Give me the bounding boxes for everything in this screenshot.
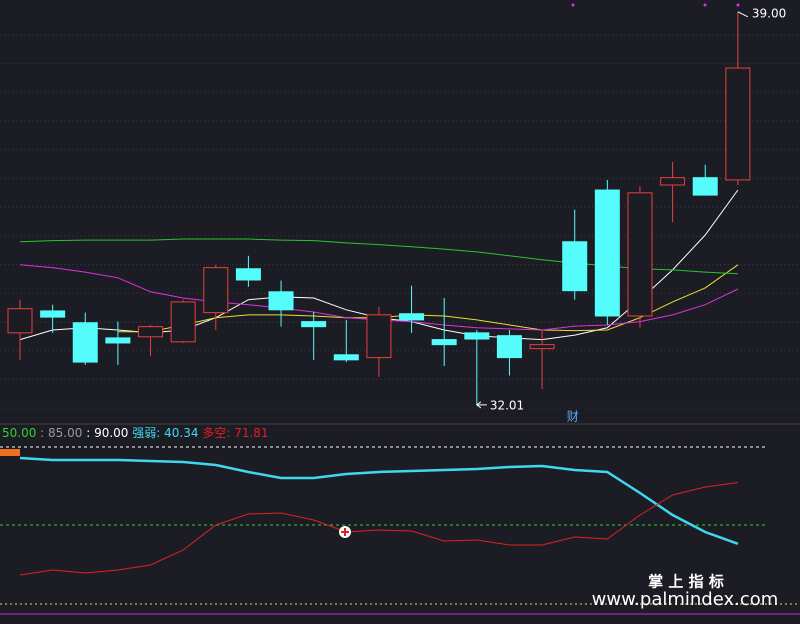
candle-body [431,339,457,346]
candle-body [366,314,392,359]
moving-average [117,264,739,333]
candle-body [170,301,196,343]
marks: 39.00 32.01 财 [0,6,786,576]
candle-body [399,313,425,321]
legend-value: 71.81 [234,426,268,440]
candle-body [72,322,98,363]
candle-body [464,332,490,340]
candle-body [7,308,33,334]
signal-icon-cross [341,528,349,536]
candle-body [627,192,653,317]
legend-name: 多空 [202,426,226,440]
candle-body [496,335,522,359]
candle-body [529,344,555,350]
dot [703,3,707,7]
candle-body [725,67,751,181]
candle-body [333,354,359,361]
dot [736,3,740,7]
candle-body [594,189,620,317]
candle-body [692,177,718,196]
candle-body [235,268,261,281]
high-label: 39.00 [752,6,786,20]
low-pointer [475,401,487,409]
candle-body [301,321,327,328]
candle-body [268,291,294,311]
candle-body [562,241,588,292]
legend-value: 40.34 [164,426,198,440]
legend-level: 85.00 [48,426,82,440]
legend-name: 强弱 [132,426,156,440]
high-pointer [737,11,749,18]
watermark-url: www.palmindex.com [592,589,779,610]
grid [0,34,800,409]
candle-body [660,177,686,186]
legend-level: 90.00 [94,426,128,440]
candle-body [40,310,66,318]
indicator-legend: 50.00 : 85.00 : 90.00 强弱: 40.34 多空: 71.8… [2,426,269,440]
watermark-title: 掌 上 指 标 [648,573,724,591]
indicator-line [19,456,739,545]
indicator-flag [0,449,20,456]
candle-body [105,337,131,344]
low-label: 32.01 [490,398,524,412]
indicator-line [19,482,738,576]
candle-body [203,267,229,314]
candle-body [138,326,164,338]
dot [571,3,575,7]
event-marker: 财 [567,410,579,424]
legend-level: 50.00 [2,426,36,440]
